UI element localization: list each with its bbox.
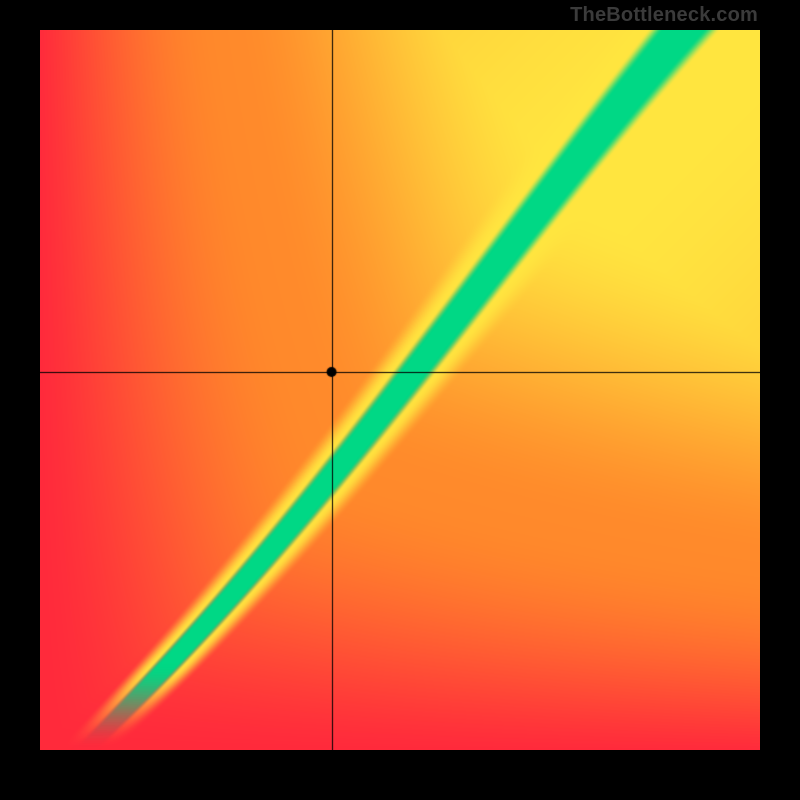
figure-root: TheBottleneck.com bbox=[0, 0, 800, 800]
watermark-text: TheBottleneck.com bbox=[570, 4, 758, 27]
heatmap-canvas bbox=[40, 30, 760, 750]
plot-area bbox=[40, 30, 760, 750]
